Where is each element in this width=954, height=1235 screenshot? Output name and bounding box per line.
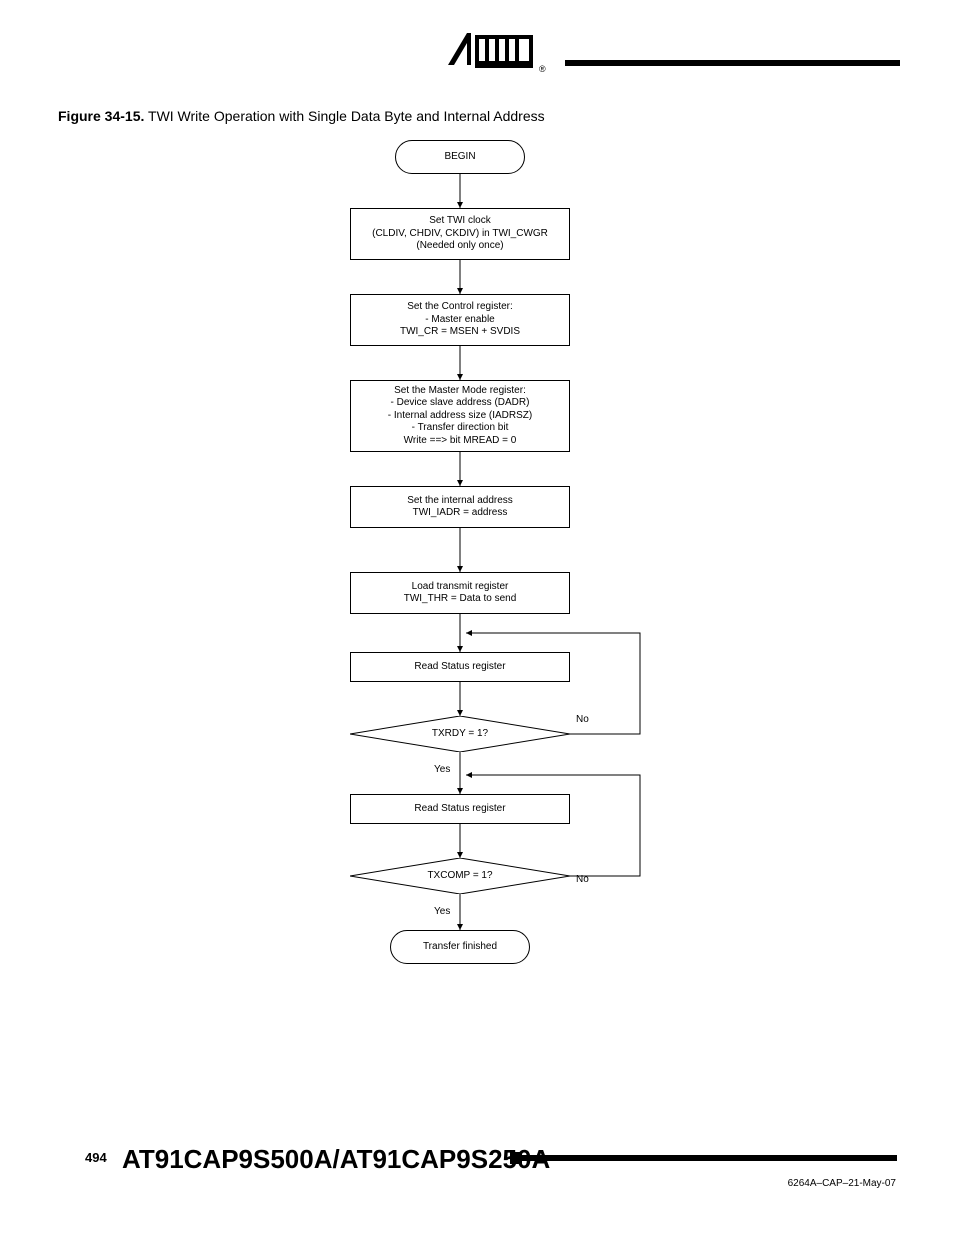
node-line: Transfer finished bbox=[423, 941, 497, 954]
registered-mark: ® bbox=[539, 64, 546, 74]
node-line: Load transmit register bbox=[412, 581, 509, 594]
atmel-logo-svg: ® bbox=[445, 30, 550, 75]
node-line: - Device slave address (DADR) bbox=[391, 397, 530, 410]
node-iadr: Set the internal addressTWI_IADR = addre… bbox=[350, 486, 570, 528]
figure-caption: Figure 34-15. TWI Write Operation with S… bbox=[58, 108, 545, 124]
footer-rule bbox=[522, 1155, 897, 1161]
edge-label: No bbox=[576, 874, 589, 885]
node-line: (Needed only once) bbox=[416, 240, 503, 253]
node-line: TWI_IADR = address bbox=[413, 507, 508, 520]
node-line: Set TWI clock bbox=[429, 215, 491, 228]
node-begin: BEGIN bbox=[395, 140, 525, 174]
node-clock: Set TWI clock(CLDIV, CHDIV, CKDIV) in TW… bbox=[350, 208, 570, 260]
node-line: (CLDIV, CHDIV, CKDIV) in TWI_CWGR bbox=[372, 228, 548, 241]
edge-label: Yes bbox=[434, 906, 450, 917]
node-thr: Load transmit registerTWI_THR = Data to … bbox=[350, 572, 570, 614]
page: ® Figure 34-15. TWI Write Operation with… bbox=[0, 0, 954, 1235]
node-ctrl: Set the Control register:- Master enable… bbox=[350, 294, 570, 346]
node-txcomp: TXCOMP = 1? bbox=[350, 858, 570, 894]
node-line: Read Status register bbox=[414, 803, 505, 816]
node-line: TWI_CR = MSEN + SVDIS bbox=[400, 326, 520, 339]
footer-square bbox=[510, 1152, 522, 1164]
node-line: Set the Master Mode register: bbox=[394, 385, 526, 398]
node-line: - Master enable bbox=[425, 314, 494, 327]
node-finish: Transfer finished bbox=[390, 930, 530, 964]
node-line: Set the Control register: bbox=[407, 301, 513, 314]
flowchart: BEGIN Set TWI clock(CLDIV, CHDIV, CKDIV) … bbox=[300, 140, 720, 984]
node-mmr: Set the Master Mode register:- Device sl… bbox=[350, 380, 570, 452]
node-label-txrdy: TXRDY = 1? bbox=[432, 728, 488, 741]
doc-id: 6264A–CAP–21-May-07 bbox=[788, 1178, 896, 1189]
atmel-logo: ® bbox=[445, 30, 550, 80]
header-rule bbox=[565, 60, 900, 66]
figure-caption-prefix: Figure 34-15. bbox=[58, 108, 144, 124]
node-line: Read Status register bbox=[414, 661, 505, 674]
part-number: AT91CAP9S500A/AT91CAP9S250A bbox=[122, 1144, 550, 1175]
node-line: - Transfer direction bit bbox=[412, 422, 509, 435]
node-label-txcomp: TXCOMP = 1? bbox=[427, 870, 492, 883]
node-rsr2: Read Status register bbox=[350, 794, 570, 824]
edge-label: Yes bbox=[434, 764, 450, 775]
node-line: - Internal address size (IADRSZ) bbox=[388, 410, 533, 423]
node-txrdy: TXRDY = 1? bbox=[350, 716, 570, 752]
edge-label: No bbox=[576, 714, 589, 725]
node-rsr1: Read Status register bbox=[350, 652, 570, 682]
page-number: 494 bbox=[85, 1150, 107, 1165]
node-line: Set the internal address bbox=[407, 495, 513, 508]
node-line: BEGIN bbox=[444, 151, 475, 164]
figure-caption-title: TWI Write Operation with Single Data Byt… bbox=[148, 108, 545, 124]
node-line: TWI_THR = Data to send bbox=[404, 593, 517, 606]
node-line: Write ==> bit MREAD = 0 bbox=[404, 435, 517, 448]
